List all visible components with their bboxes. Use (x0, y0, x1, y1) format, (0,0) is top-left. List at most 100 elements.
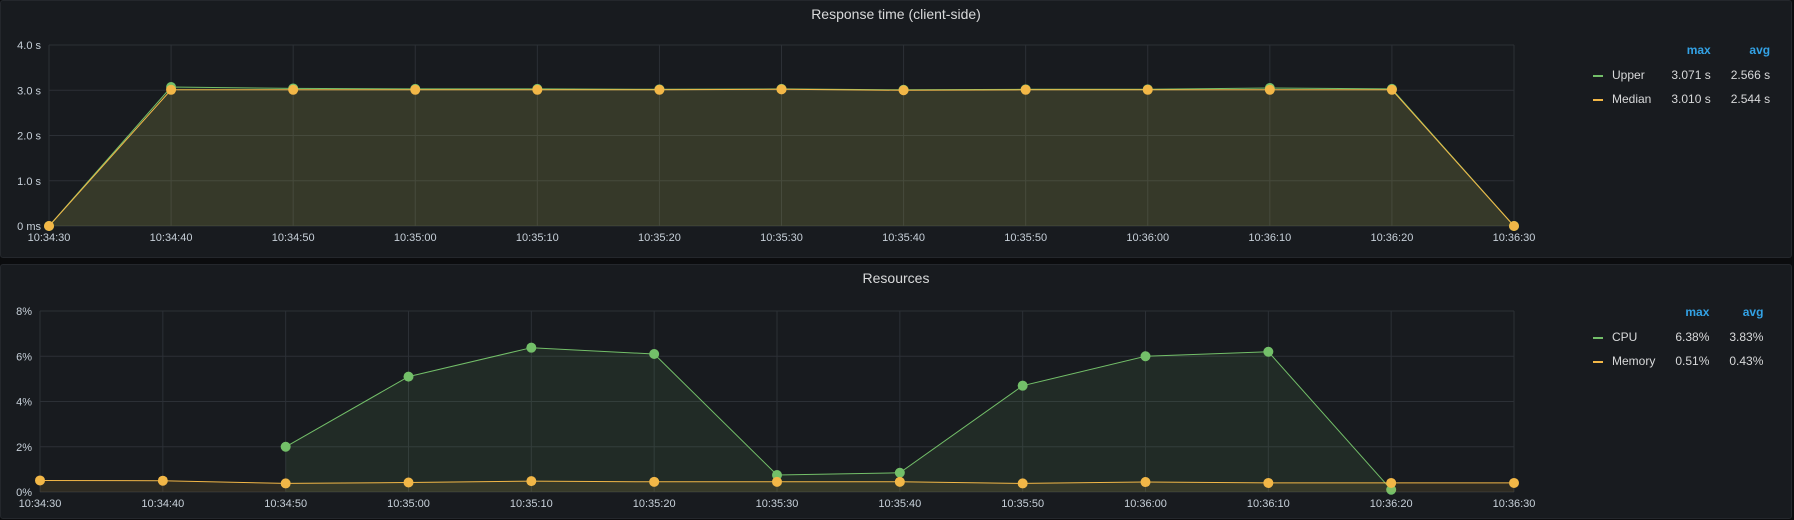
response-time-chart[interactable]: 0 ms 1.0 s 2.0 s 3.0 s 4.0 s 10:34:30 10:34:40… (1, 1, 1581, 259)
series-line-cpu[interactable] (285, 347, 1392, 491)
legend-max-value: 6.38% (1675, 330, 1710, 344)
x-tick-label: 10:35:40 (878, 498, 921, 510)
legend-series-name: Median (1612, 92, 1652, 106)
data-point-cpu[interactable] (1017, 380, 1028, 391)
data-point-memory[interactable] (894, 476, 905, 487)
series-area-upper (49, 87, 1514, 226)
response-time-legend: max avg Upper 3.071 s 2.566 s Median 3.0… (1579, 43, 1770, 111)
x-tick-label: 10:35:10 (510, 498, 553, 510)
legend-avg-value: 0.43% (1729, 354, 1764, 368)
data-point-memory[interactable] (1263, 477, 1274, 488)
y-tick-label: 4.0 s (17, 40, 41, 52)
resources-chart[interactable]: 0% 2% 4% 6% 8% 10:34:30 10:34:40 10:34:50 10:35:… (1, 265, 1581, 520)
legend-series-name: CPU (1612, 330, 1638, 344)
x-tick-label: 10:34:40 (141, 498, 184, 510)
data-point-median[interactable] (1264, 84, 1275, 95)
resources-legend: max avg CPU 6.38% 3.83% Memory 0.51% 0.4… (1579, 305, 1763, 373)
x-tick-label: 10:35:10 (516, 232, 559, 244)
x-tick-label: 10:34:50 (272, 232, 315, 244)
data-point-memory[interactable] (526, 476, 537, 487)
data-point-median[interactable] (1142, 84, 1153, 95)
panel-title[interactable]: Response time (client-side) (811, 6, 981, 22)
data-point-median[interactable] (1509, 221, 1519, 231)
panel-title[interactable]: Resources (862, 270, 930, 286)
response-time-panel: Response time (client-side) 0 ms 1.0 s 2.0… (0, 0, 1792, 258)
legend-avg-value: 2.566 s (1730, 68, 1771, 82)
data-point-median[interactable] (288, 84, 299, 95)
y-tick-label: 2.0 s (17, 131, 41, 143)
y-tick-label: 6% (16, 351, 32, 363)
legend-avg-value: 3.83% (1729, 330, 1764, 344)
data-point-memory[interactable] (772, 476, 782, 487)
legend-row-memory[interactable]: Memory 0.51% 0.43% (1579, 349, 1763, 373)
x-tick-label: 10:34:40 (150, 232, 193, 244)
data-point-median[interactable] (44, 221, 54, 231)
data-point-median[interactable] (776, 84, 787, 95)
data-point-memory[interactable] (1386, 477, 1397, 488)
y-tick-label: 2% (16, 442, 32, 454)
x-tick-label: 10:36:20 (1371, 232, 1414, 244)
x-tick-label: 10:35:00 (394, 232, 437, 244)
legend-header-avg[interactable]: avg (1749, 43, 1771, 57)
x-tick-label: 10:35:00 (387, 498, 430, 510)
legend-header-max[interactable]: max (1686, 43, 1711, 57)
y-tick-label: 0 ms (17, 221, 41, 233)
data-point-memory[interactable] (280, 478, 291, 489)
x-tick-label: 10:36:30 (1493, 232, 1536, 244)
x-tick-label: 10:35:40 (882, 232, 925, 244)
y-tick-label: 4% (16, 397, 32, 409)
series-area-median (49, 89, 1514, 226)
x-tick-label: 10:35:50 (1001, 498, 1044, 510)
data-point-cpu[interactable] (649, 348, 660, 359)
x-tick-label: 10:36:10 (1247, 498, 1290, 510)
data-point-median[interactable] (410, 84, 421, 95)
data-point-cpu[interactable] (403, 371, 414, 382)
data-point-cpu[interactable] (1140, 351, 1151, 362)
x-tick-label: 10:36:00 (1124, 498, 1167, 510)
x-tick-label: 10:35:50 (1004, 232, 1047, 244)
x-tick-label: 10:35:20 (633, 498, 676, 510)
legend-row-upper[interactable]: Upper 3.071 s 2.566 s (1579, 63, 1770, 87)
data-point-median[interactable] (1020, 84, 1031, 95)
data-point-median[interactable] (1386, 84, 1397, 95)
x-tick-label: 10:35:30 (760, 232, 803, 244)
legend-header-max[interactable]: max (1685, 305, 1710, 319)
data-point-median[interactable] (654, 84, 665, 95)
data-point-memory[interactable] (403, 477, 414, 488)
y-tick-label: 3.0 s (17, 85, 41, 97)
data-point-cpu[interactable] (1263, 346, 1274, 357)
series-swatch-icon (1593, 98, 1603, 101)
legend-max-value: 3.010 s (1671, 92, 1711, 106)
x-tick-label: 10:34:30 (19, 498, 62, 510)
resources-panel: Resources 0% 2% 4% 6% 8% 10:34:30 10:34:40 10:3… (0, 264, 1792, 519)
x-tick-label: 10:36:20 (1370, 498, 1413, 510)
data-point-median[interactable] (166, 84, 177, 95)
data-point-median[interactable] (898, 85, 909, 96)
y-tick-label: 0% (16, 487, 32, 499)
legend-row-cpu[interactable]: CPU 6.38% 3.83% (1579, 325, 1763, 349)
data-point-memory[interactable] (1140, 477, 1151, 488)
series-swatch-icon (1593, 336, 1603, 339)
data-point-memory[interactable] (1509, 477, 1519, 488)
series-swatch-icon (1593, 74, 1603, 77)
x-tick-label: 10:36:10 (1248, 232, 1291, 244)
x-tick-label: 10:36:00 (1126, 232, 1169, 244)
legend-row-median[interactable]: Median 3.010 s 2.544 s (1579, 87, 1770, 111)
data-point-cpu[interactable] (526, 342, 537, 353)
y-tick-label: 8% (16, 306, 32, 318)
legend-series-name: Upper (1612, 68, 1645, 82)
x-tick-label: 10:34:30 (28, 232, 71, 244)
data-point-memory[interactable] (35, 475, 45, 486)
legend-max-value: 3.071 s (1671, 68, 1711, 82)
legend-header-avg[interactable]: avg (1742, 305, 1764, 319)
data-point-memory[interactable] (1017, 478, 1028, 489)
data-point-cpu[interactable] (280, 441, 291, 452)
x-tick-label: 10:34:50 (264, 498, 307, 510)
data-point-median[interactable] (532, 84, 543, 95)
x-tick-label: 10:35:20 (638, 232, 681, 244)
data-point-cpu[interactable] (894, 467, 905, 478)
x-tick-label: 10:36:30 (1493, 498, 1536, 510)
data-point-memory[interactable] (157, 475, 168, 486)
data-point-memory[interactable] (649, 476, 660, 487)
legend-avg-value: 2.544 s (1730, 92, 1771, 106)
